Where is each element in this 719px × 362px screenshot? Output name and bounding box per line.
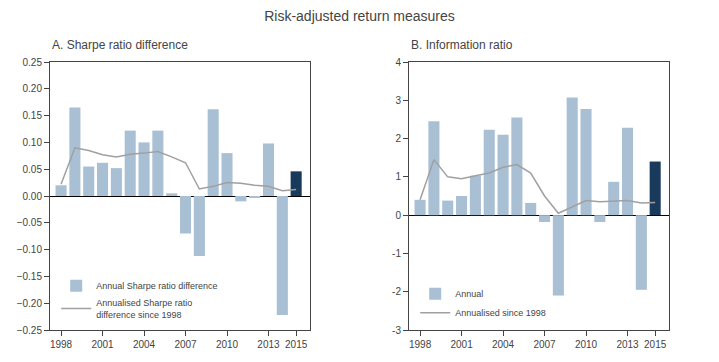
svg-text:−0.10: −0.10: [17, 244, 43, 255]
svg-text:1: 1: [395, 171, 401, 182]
svg-text:1998: 1998: [409, 339, 432, 350]
svg-text:-1: -1: [392, 248, 401, 259]
svg-text:0.25: 0.25: [23, 57, 43, 68]
svg-text:−0.20: −0.20: [17, 298, 43, 309]
svg-text:Annual: Annual: [455, 289, 483, 299]
svg-text:2004: 2004: [492, 339, 515, 350]
svg-text:2010: 2010: [216, 339, 239, 350]
svg-text:2: 2: [395, 133, 401, 144]
svg-text:−0.05: −0.05: [17, 217, 43, 228]
svg-text:-2: -2: [392, 286, 401, 297]
svg-text:2001: 2001: [91, 339, 114, 350]
svg-text:A. Sharpe ratio difference: A. Sharpe ratio difference: [52, 38, 188, 52]
svg-text:0.15: 0.15: [23, 110, 43, 121]
svg-text:2013: 2013: [257, 339, 280, 350]
svg-text:2004: 2004: [133, 339, 156, 350]
svg-text:2010: 2010: [575, 339, 598, 350]
svg-text:-3: -3: [392, 325, 401, 336]
svg-text:1998: 1998: [50, 339, 73, 350]
svg-text:−0.15: −0.15: [17, 271, 43, 282]
svg-text:Annual Sharpe ratio difference: Annual Sharpe ratio difference: [96, 281, 217, 291]
svg-text:B. Information ratio: B. Information ratio: [411, 38, 513, 52]
svg-text:2015: 2015: [644, 339, 667, 350]
svg-text:Risk-adjusted return measures: Risk-adjusted return measures: [264, 8, 455, 24]
svg-text:2007: 2007: [174, 339, 197, 350]
svg-text:0.00: 0.00: [23, 191, 43, 202]
svg-text:2015: 2015: [285, 339, 308, 350]
svg-text:2001: 2001: [450, 339, 473, 350]
svg-text:3: 3: [395, 95, 401, 106]
svg-text:0: 0: [395, 210, 401, 221]
svg-text:Annualised since 1998: Annualised since 1998: [455, 308, 546, 318]
svg-text:2013: 2013: [616, 339, 639, 350]
svg-text:0.20: 0.20: [23, 83, 43, 94]
svg-text:0.05: 0.05: [23, 164, 43, 175]
svg-text:4: 4: [395, 57, 401, 68]
svg-text:0.10: 0.10: [23, 137, 43, 148]
svg-text:−0.25: −0.25: [17, 325, 43, 336]
svg-text:2007: 2007: [533, 339, 556, 350]
svg-text:Annualised Sharpe ratiodiffere: Annualised Sharpe ratiodifference since …: [96, 298, 192, 320]
